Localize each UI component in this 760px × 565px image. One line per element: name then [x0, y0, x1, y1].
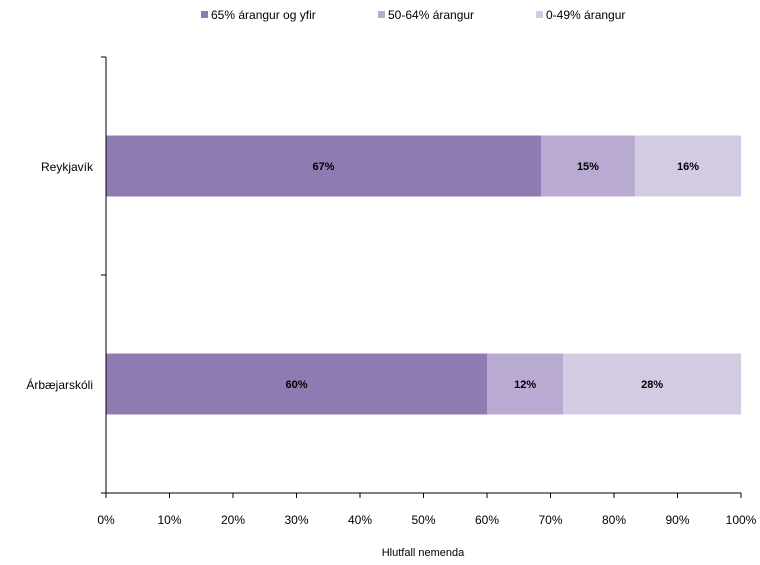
data-label: 16%	[677, 161, 699, 173]
category-label: Reykjavík	[41, 160, 94, 174]
legend-label: 50-64% árangur	[388, 8, 474, 22]
x-tick-label: 60%	[475, 513, 499, 527]
legend-swatch	[378, 11, 385, 18]
legend-item: 65% árangur og yfir	[201, 8, 316, 22]
legend-swatch	[536, 11, 543, 18]
legend: 65% árangur og yfir 50-64% árangur 0-49% á…	[201, 8, 625, 22]
x-tick-label: 20%	[221, 513, 245, 527]
bar-segment	[487, 353, 564, 415]
data-label: 28%	[641, 379, 663, 391]
data-label: 15%	[577, 161, 599, 173]
category-label: Árbæjarskóli	[26, 377, 93, 392]
legend-item: 0-49% árangur	[536, 8, 625, 22]
data-label: 67%	[312, 161, 334, 173]
x-axis-title: Hlutfall nemenda	[382, 547, 465, 559]
bar-segment	[563, 353, 741, 415]
bar-segment	[106, 135, 541, 197]
bar-segment	[634, 135, 741, 197]
data-label: 60%	[285, 379, 307, 391]
legend-label: 65% árangur og yfir	[211, 8, 316, 22]
legend-swatch	[201, 11, 208, 18]
legend-label: 0-49% árangur	[546, 8, 625, 22]
x-tick-label: 10%	[157, 513, 181, 527]
data-labels: 67% 15% 16% 60% 12% 28%	[285, 161, 699, 391]
data-label: 12%	[514, 379, 536, 391]
x-tick-label: 70%	[538, 513, 562, 527]
x-tick-label: 30%	[284, 513, 308, 527]
x-tick-label: 40%	[348, 513, 372, 527]
x-tick-label: 80%	[602, 513, 626, 527]
bar-segment	[540, 135, 635, 197]
x-tick-label: 100%	[726, 513, 757, 527]
x-tick-label: 50%	[411, 513, 435, 527]
axes: Reykjavík Árbæjarskóli 0% 10% 20% 30% 40% 50% 60…	[26, 56, 757, 527]
bars	[106, 135, 741, 415]
bar-segment	[106, 353, 487, 415]
x-tick-label: 0%	[97, 513, 115, 527]
legend-item: 50-64% árangur	[378, 8, 474, 22]
x-tick-label: 90%	[665, 513, 689, 527]
